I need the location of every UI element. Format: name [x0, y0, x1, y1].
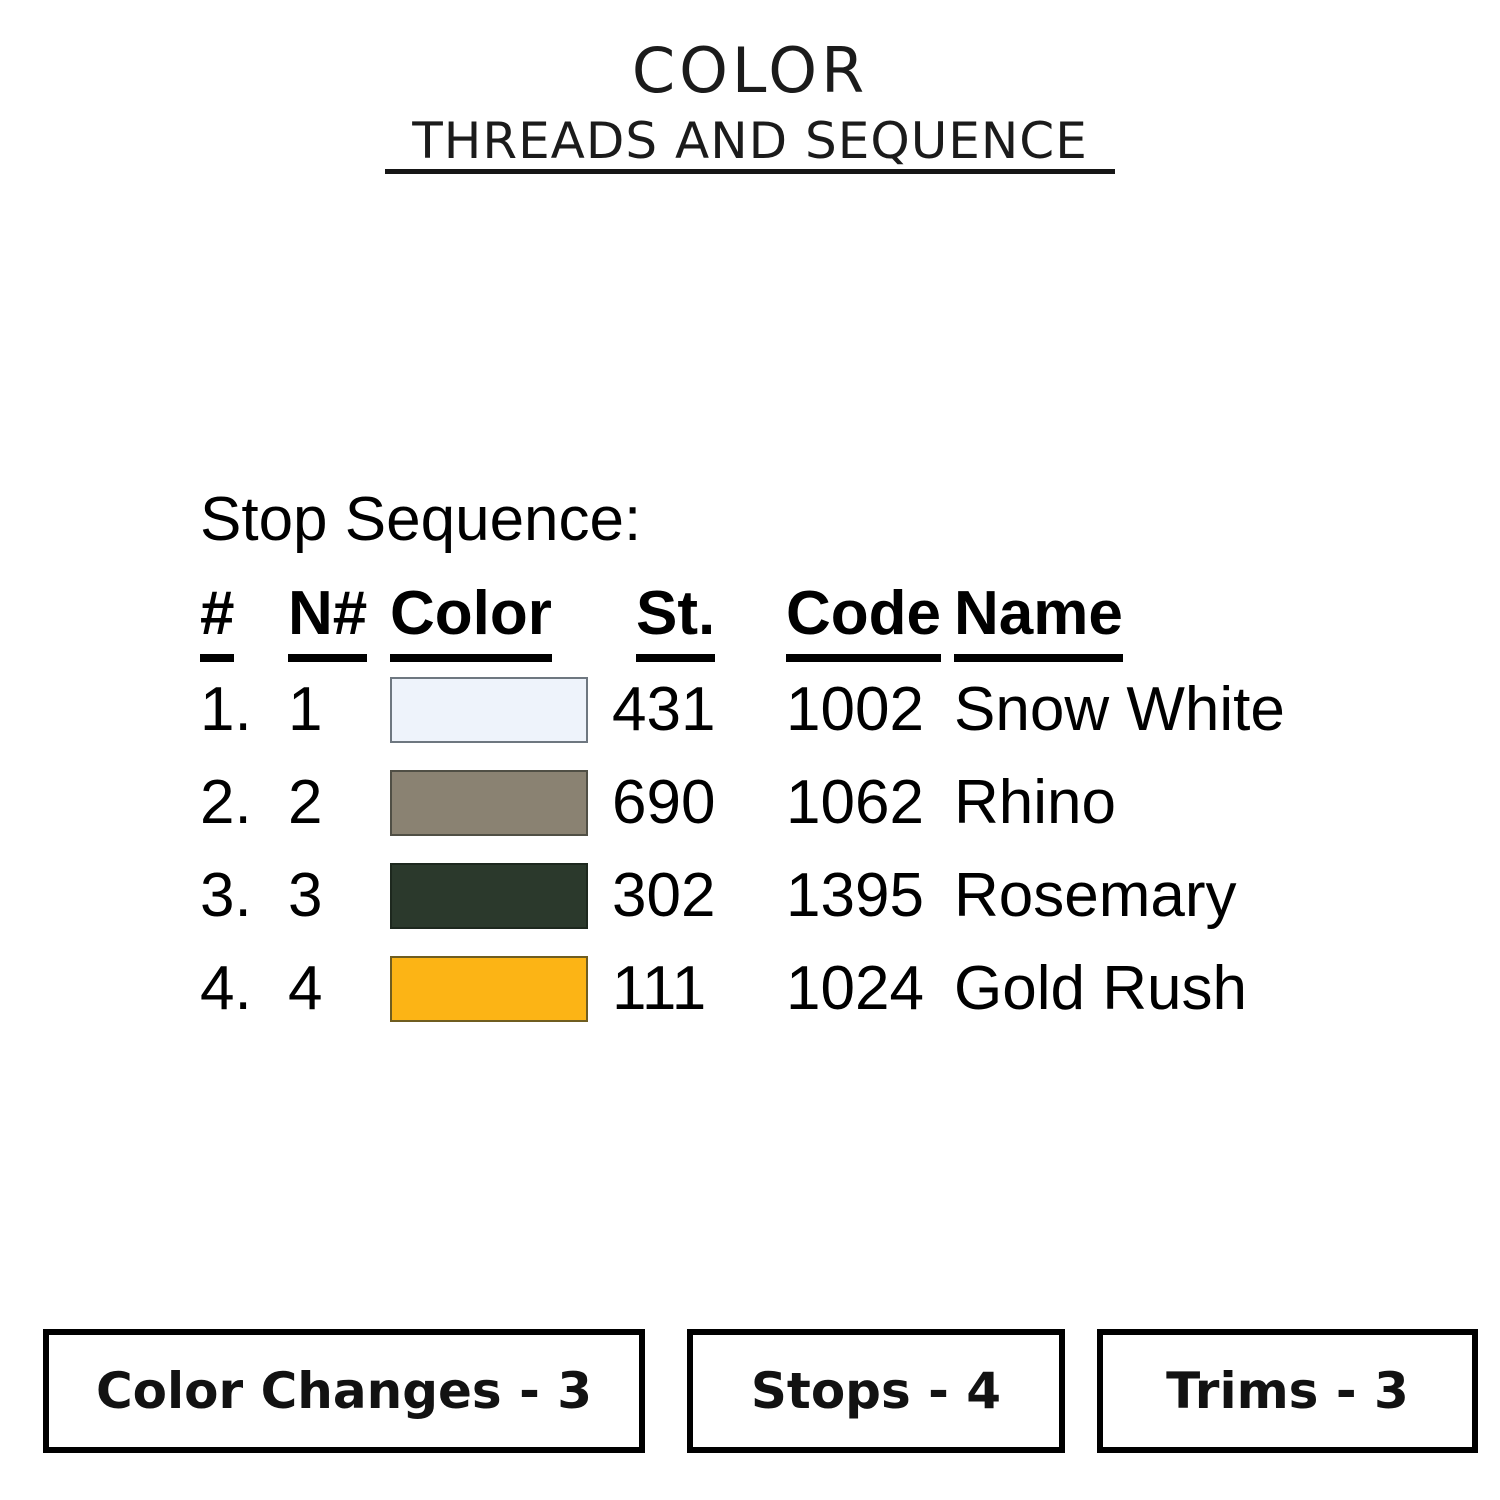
stitch-count: 302	[612, 860, 716, 930]
thread-code: 1062	[786, 767, 924, 837]
column-header-name: Name	[954, 583, 1360, 662]
trims-box: Trims - 3	[1097, 1329, 1478, 1453]
stitch-count: 111	[612, 953, 707, 1023]
row-number: 4.	[200, 953, 252, 1023]
page-title: COLOR	[631, 34, 869, 107]
color-swatch	[390, 955, 588, 1022]
stitch-count: 431	[612, 674, 716, 744]
stops-label: Stops - 4	[750, 1362, 1002, 1420]
color-swatch-cell	[390, 676, 612, 743]
stitch-count: 690	[612, 767, 716, 837]
stop-sequence-heading: Stop Sequence:	[200, 485, 642, 554]
table-row: 2. 2 690 1062 Rhino	[200, 756, 1360, 849]
color-swatch-cell	[390, 769, 612, 836]
thread-name: Rosemary	[954, 860, 1237, 930]
thread-code: 1024	[786, 953, 924, 1023]
needle-number: 4	[288, 953, 323, 1023]
needle-number: 3	[288, 860, 323, 930]
color-swatch	[390, 769, 588, 836]
column-header-needle: N#	[288, 583, 390, 662]
thread-code: 1002	[786, 674, 924, 744]
table-row: 3. 3 302 1395 Rosemary	[200, 849, 1360, 942]
row-number: 1.	[200, 674, 252, 744]
column-header-color: Color	[390, 583, 612, 662]
thread-name: Rhino	[954, 767, 1116, 837]
trims-label: Trims - 3	[1166, 1362, 1409, 1420]
stop-sequence-table: # N# Color St. Code Name 1. 1 431 1002 S…	[200, 583, 1360, 1035]
column-header-stitches: St.	[612, 583, 786, 662]
color-changes-box: Color Changes - 3	[43, 1329, 645, 1453]
color-swatch	[390, 862, 588, 929]
thread-name: Snow White	[954, 674, 1285, 744]
color-swatch-cell	[390, 862, 612, 929]
needle-number: 2	[288, 767, 323, 837]
color-swatch-cell	[390, 955, 612, 1022]
title-underline	[385, 169, 1115, 174]
column-header-code: Code	[786, 583, 954, 662]
page-subtitle: THREADS AND SEQUENCE	[412, 112, 1088, 170]
thread-name: Gold Rush	[954, 953, 1247, 1023]
table-row: 1. 1 431 1002 Snow White	[200, 663, 1360, 756]
thread-code: 1395	[786, 860, 924, 930]
table-row: 4. 4 111 1024 Gold Rush	[200, 942, 1360, 1035]
table-header-row: # N# Color St. Code Name	[200, 583, 1360, 663]
row-number: 3.	[200, 860, 252, 930]
needle-number: 1	[288, 674, 323, 744]
color-changes-label: Color Changes - 3	[95, 1362, 593, 1420]
column-header-num: #	[200, 583, 288, 662]
color-swatch	[390, 676, 588, 743]
title-block: COLOR THREADS AND SEQUENCE	[0, 34, 1500, 170]
stops-box: Stops - 4	[687, 1329, 1065, 1453]
row-number: 2.	[200, 767, 252, 837]
